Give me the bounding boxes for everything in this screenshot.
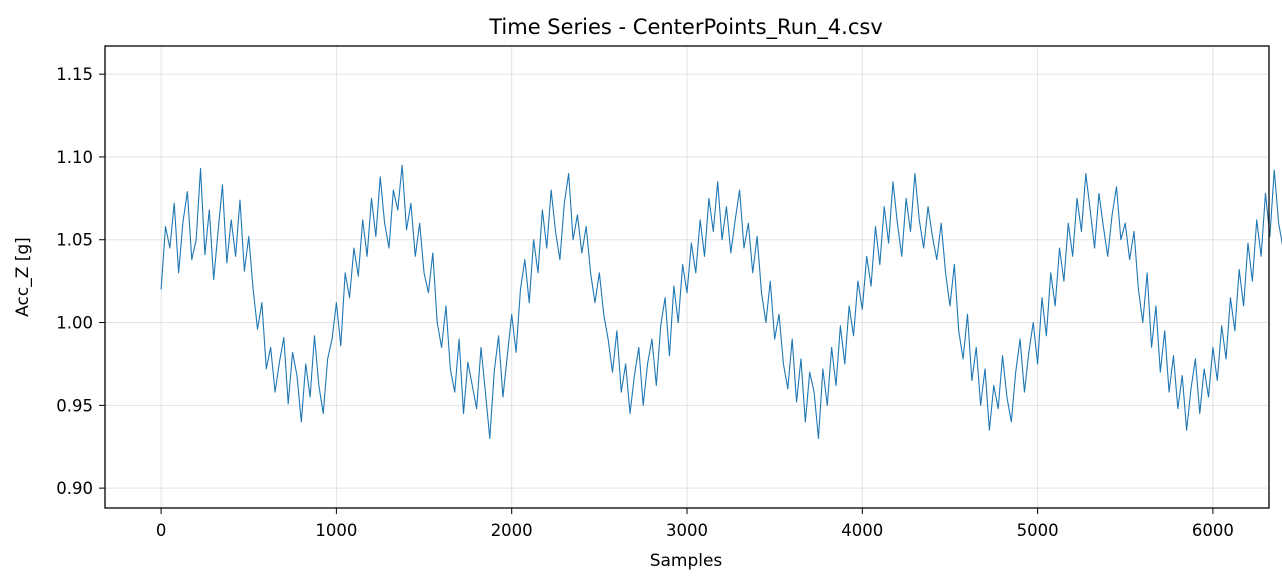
y-axis: 0.90 0.95 1.00 1.05 1.10 1.15 (56, 65, 105, 498)
y-tick-label: 1.15 (56, 65, 93, 84)
x-axis: 0 1000 2000 3000 4000 5000 6000 (156, 508, 1234, 540)
x-tick-label: 2000 (491, 521, 533, 540)
x-tick-label: 4000 (841, 521, 883, 540)
y-tick-label: 0.95 (56, 396, 93, 415)
y-axis-label: Acc_Z [g] (13, 237, 33, 317)
x-tick-label: 1000 (315, 521, 357, 540)
x-tick-label: 6000 (1192, 521, 1234, 540)
series-line (160, 164, 1282, 440)
y-tick-label: 0.90 (56, 479, 93, 498)
y-tick-label: 1.00 (56, 314, 93, 333)
series-layer (160, 164, 1282, 440)
x-axis-label: Samples (650, 551, 723, 571)
x-tick-label: 3000 (666, 521, 708, 540)
y-tick-label: 1.05 (56, 231, 93, 250)
x-tick-label: 0 (156, 521, 167, 540)
chart-title: Time Series - CenterPoints_Run_4.csv (488, 15, 883, 40)
grid (105, 46, 1269, 508)
x-tick-label: 5000 (1017, 521, 1059, 540)
y-tick-label: 1.10 (56, 148, 93, 167)
